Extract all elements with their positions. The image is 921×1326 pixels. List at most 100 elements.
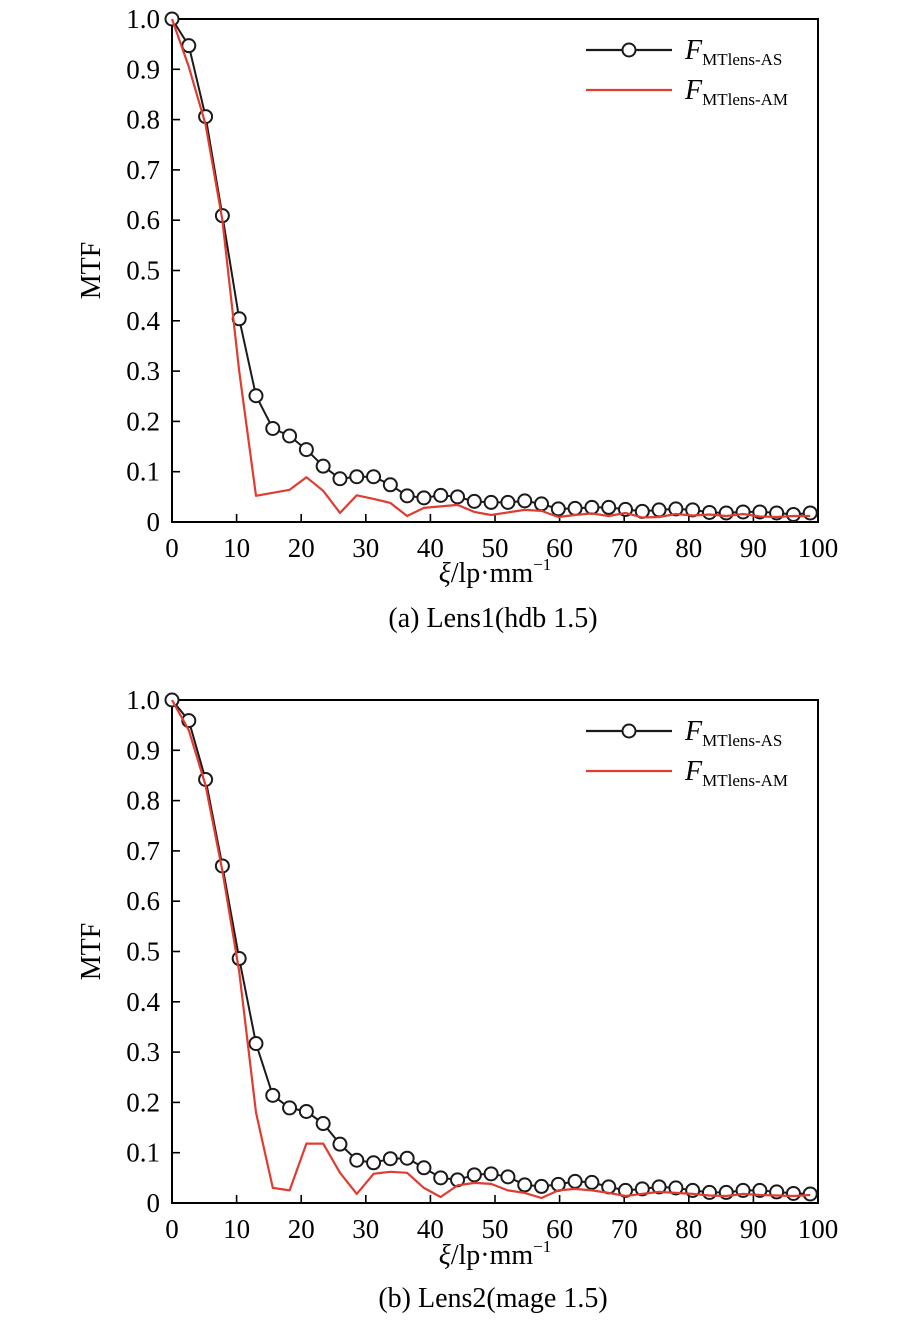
panel-a-y-tick-label: 0.1 [126,457,160,487]
panel-b-series-mtlens-as-point [651,1179,667,1195]
panel-a-y-tick-label: 0 [147,507,161,537]
panel-a-series-mtlens-am-line [170,18,811,519]
panel-b-series-mtlens-as-point [265,1087,281,1103]
panel-a-series-mtlens-as-point [265,420,281,436]
panel-a-y-tick-label: 0.5 [126,256,160,286]
panel-a-y-tick-label: 0.9 [126,54,160,84]
panel-a-series-mtlens-as-point [601,499,617,515]
panel-a-legend-label-0: FMTlens-AS [684,35,782,69]
panel-b-series-mtlens-as-point [416,1160,432,1176]
panel-b-series-mtlens-as-point [802,1186,818,1202]
panel-b-series-mtlens-am-line [171,699,811,1200]
panel-a-y-tick-label: 0.3 [126,356,160,386]
panel-a-y-tick-label: 0.7 [126,155,160,185]
panel-b-x-tick-label: 30 [352,1214,379,1244]
panel-a-series-mtlens-as-point [517,493,533,509]
panel-b-x-tick-label: 50 [482,1214,509,1244]
panel-b-series-mtlens-as-point [231,951,247,967]
panel-b-legend-label-0: FMTlens-AS [684,716,782,750]
panel-b-series-mtlens-as-point [701,1184,717,1200]
panel-a-series-mtlens-as-point [466,493,482,509]
panel-b-legend-label-1: FMTlens-AM [684,756,788,790]
panel-b-series-mtlens-as-point [382,1151,398,1167]
panel-b-series-mtlens-as-point [366,1155,382,1171]
panel-b-y-tick-label: 1.0 [126,685,160,715]
panel-b-series-mtlens-as-point [584,1174,600,1190]
panel-b-y-tick-label: 0 [147,1188,161,1218]
panel-a-x-tick-label: 20 [288,533,315,563]
panel-a-y-tick-label: 0.4 [126,306,160,336]
panel-b-series-mtlens-as-point [785,1185,801,1201]
panel-b-series-mtlens-as-point [298,1103,314,1119]
panel-a-chart: 0 10 20 30 40 50 60 70 80 90 100 0 0.1 0.2 0.3 0.4 0.5 0.… [76,4,838,634]
panel-b-y-tick-label: 0.5 [126,937,160,967]
panel-b-series-mtlens-as-point [634,1181,650,1197]
panel-a-x-tick-label: 70 [611,533,638,563]
panel-a-x-tick-label: 60 [546,533,573,563]
panel-a-series-mtlens-as-point [567,500,583,516]
panel-b-x-tick-label: 80 [675,1214,702,1244]
panel-a-x-tick-label: 10 [223,533,250,563]
panel-b-x-tick-label: 20 [288,1214,315,1244]
panel-b-series-mtlens-as-point [282,1100,298,1116]
panel-a-caption: (a) Lens1(hdb 1.5) [388,603,597,634]
panel-a-x-tick-label: 50 [482,533,509,563]
panel-b-x-tick-label: 60 [546,1214,573,1244]
panel-a-y-axis-label: MTF [76,242,107,300]
panel-a-series-mtlens-as-point [584,499,600,515]
panel-a-series-mtlens-as-point [399,488,415,504]
panel-b-series-mtlens-as-point [349,1152,365,1168]
panel-a-legend-marker-0 [621,42,637,58]
panel-b-series-mtlens-as-point [315,1116,331,1132]
panel-b-series-mtlens-as-point [466,1167,482,1183]
panel-a-series-mtlens-as-point [433,487,449,503]
panel-a-x-tick-label: 100 [798,533,839,563]
panel-a-series-mtlens-as-point [416,490,432,506]
panel-b-series-mtlens-as-point [517,1177,533,1193]
panel-b-series-mtlens-as-point [433,1170,449,1186]
panel-b-y-tick-label: 0.3 [126,1037,160,1067]
panel-a-series-mtlens-as-point [349,469,365,485]
panel-b-series-mtlens-as-point [483,1166,499,1182]
panel-a-series-mtlens-as-point [802,505,818,521]
panel-b-x-tick-label: 10 [223,1214,250,1244]
panel-b-y-tick-label: 0.8 [126,786,160,816]
panel-a-series-mtlens-as-point [668,501,684,517]
panel-b-series-mtlens-as-point [668,1180,684,1196]
panel-b-series-mtlens-as-point [248,1036,264,1052]
panel-a-x-tick-label: 90 [740,533,767,563]
panel-a-series-mtlens-as-point [332,471,348,487]
panel-a-x-tick-label: 0 [165,533,179,563]
panel-b-series-mtlens-as-point [567,1173,583,1189]
panel-b-x-tick-label: 90 [740,1214,767,1244]
panel-b-y-tick-label: 0.9 [126,735,160,765]
panel-a-y-tick-label: 1.0 [126,4,160,34]
panel-a-x-tick-label: 80 [675,533,702,563]
panel-a-series-mtlens-as-point [298,442,314,458]
panel-b-series-mtlens-as-point [534,1178,550,1194]
panel-a-series-mtlens-as-point [500,494,516,510]
panel-a-legend-label-1: FMTlens-AM [684,75,788,109]
panel-b-y-tick-label: 0.1 [126,1138,160,1168]
panel-a-series-mtlens-as-point [534,496,550,512]
panel-b-x-tick-label: 70 [611,1214,638,1244]
panel-a-series-mtlens-as-point [248,388,264,404]
panel-a-series-mtlens-as-point [651,502,667,518]
panel-a-series-mtlens-as-point [550,501,566,517]
panel-b-x-axis-label: ξ/lp·mm−1 [439,1237,552,1271]
panel-a-series-mtlens-as-point [181,38,197,54]
panel-b-series-mtlens-as-point [399,1150,415,1166]
panel-a-series-mtlens-as-point [735,504,751,520]
panel-a-y-tick-label: 0.2 [126,406,160,436]
panel-b-chart: 0 10 20 30 40 50 60 70 80 90 100 0 0.1 0.2 0.3 0.4 0.5 0.… [76,685,838,1314]
panel-a-x-tick-label: 30 [352,533,379,563]
panel-a-x-tick-label: 40 [417,533,444,563]
panel-b-series-mtlens-as-point [500,1169,516,1185]
panel-b-x-tick-label: 40 [417,1214,444,1244]
panel-b-y-axis-label: MTF [76,923,107,981]
panel-a-series-mtlens-as-point [785,506,801,522]
panel-a-series-mtlens-as-point [282,428,298,444]
panel-b-x-tick-label: 0 [165,1214,179,1244]
panel-a-series-mtlens-as-point [450,489,466,505]
